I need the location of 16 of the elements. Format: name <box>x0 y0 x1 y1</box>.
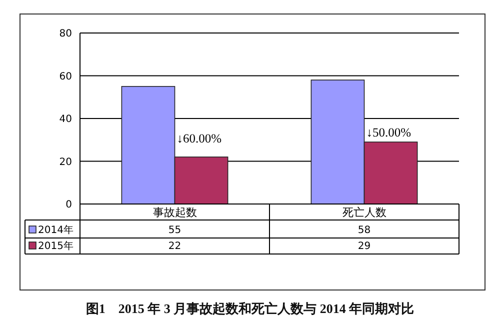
data-label: 29 <box>358 241 371 252</box>
y-tick-label: 40 <box>59 114 72 125</box>
data-label: 22 <box>168 241 182 252</box>
text: 图1 2015 年 3 月事故起数和死亡人数与 2014 年同期对比 <box>86 301 414 316</box>
y-tick-label: 80 <box>59 28 72 40</box>
y-tick-label: 20 <box>59 156 72 168</box>
annotation: ↓60.00% <box>176 132 222 146</box>
data-label: 55 <box>168 225 182 236</box>
data-label: 58 <box>358 225 371 236</box>
x-tick-label: 死亡人数 <box>342 206 386 219</box>
x-tick-label: 事故起数 <box>152 206 197 219</box>
y-tick-label: 0 <box>66 200 72 210</box>
legend-label: 2015年 <box>38 240 74 252</box>
annotation: ↓50.00% <box>366 125 412 140</box>
legend-label: 2014年 <box>38 224 74 236</box>
y-tick-label: 60 <box>59 71 72 82</box>
